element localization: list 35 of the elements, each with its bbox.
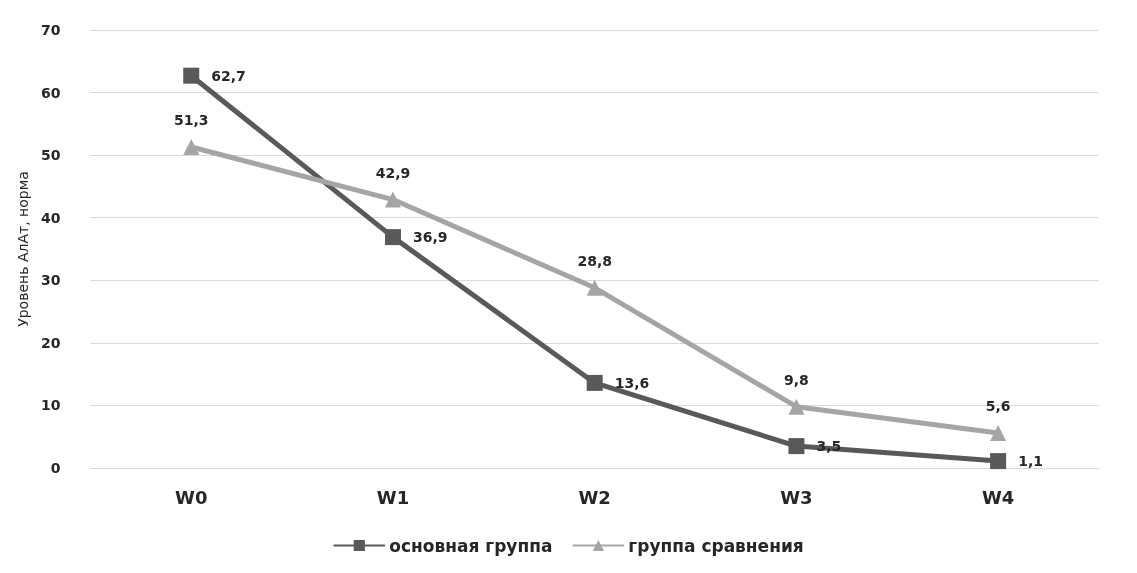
y-tick-label: 20 <box>40 334 61 351</box>
data-label: 5,6 <box>985 397 1011 414</box>
x-tick-label: W2 <box>578 486 611 508</box>
point <box>990 424 1007 441</box>
point <box>384 191 401 208</box>
data-label: 42,9 <box>375 164 411 181</box>
point <box>990 453 1007 470</box>
point <box>586 279 603 296</box>
point <box>384 229 401 246</box>
data-label: 1,1 <box>1018 453 1043 470</box>
x-tick-label: W1 <box>376 486 410 508</box>
point <box>788 438 805 455</box>
x-tick-label: W0 <box>175 486 208 508</box>
data-label: 28,8 <box>577 252 612 269</box>
y-tick-label: 10 <box>40 397 61 414</box>
y-tick-label: 30 <box>40 272 61 289</box>
y-tick-label: 50 <box>40 147 61 164</box>
y-axis-title: Уровень АлАт, норма <box>15 171 31 327</box>
data-label: 13,6 <box>614 374 650 391</box>
data-label: 9,8 <box>784 371 809 388</box>
y-tick-label: 40 <box>40 209 61 226</box>
data-label: 36,9 <box>412 229 448 246</box>
x-tick-label: W4 <box>981 486 1015 508</box>
data-label: 51,3 <box>173 112 209 129</box>
point <box>788 398 805 415</box>
y-tick-label: 70 <box>40 22 61 38</box>
legend-label: основная группа <box>389 535 553 556</box>
legend-label: группа сравнения <box>628 535 804 556</box>
y-tick-label: 60 <box>40 84 61 101</box>
point <box>586 374 603 391</box>
point <box>183 139 200 156</box>
point <box>183 67 200 84</box>
x-tick-label: W3 <box>780 486 813 508</box>
data-label: 62,7 <box>211 67 246 84</box>
y-tick-label: 0 <box>50 460 61 476</box>
